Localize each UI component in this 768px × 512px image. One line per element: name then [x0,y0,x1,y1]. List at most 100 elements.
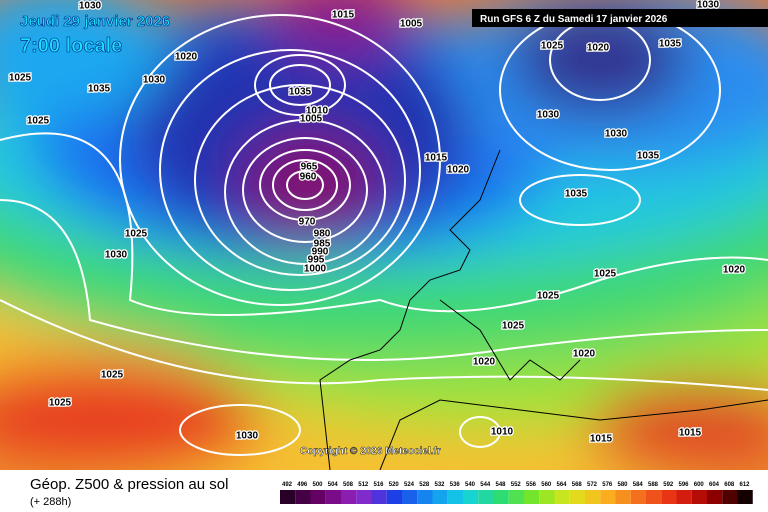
legend-swatch [569,490,585,504]
isobar-label: 1015 [332,10,355,21]
isobar-label: 1005 [300,114,323,125]
legend-tick: 560 [541,482,552,488]
isobars [0,9,768,456]
isobar-label: 1035 [637,151,660,162]
legend-tick: 588 [648,482,659,488]
legend-swatch [539,490,555,504]
valid-date: Jeudi 29 janvier 2026 [20,13,170,30]
isobar-label: 1025 [594,269,617,280]
legend-swatch [737,490,753,504]
isobar-label: 960 [300,172,317,183]
legend-tick: 572 [587,482,598,488]
legend-tick: 596 [678,482,689,488]
legend-tick: 516 [373,482,384,488]
legend-swatch [463,490,479,504]
legend-tick: 524 [404,482,415,488]
isobar-label: 1010 [491,427,514,438]
local-time: 7:00 locale [20,35,122,57]
isobar-label: 1025 [49,398,72,409]
legend-tick: 536 [450,482,461,488]
isobar-labels: 1030 1015 1005 1020 1030 1035 1025 1025 1035 1010… [8,0,747,446]
legend-tick: 492 [282,482,293,488]
isobar-label: 1000 [304,264,327,275]
legend-tick: 564 [556,482,567,488]
isobar-label: 1025 [101,370,124,381]
legend-swatch [615,490,631,504]
isobar-label: 1035 [88,84,111,95]
legend-tick: 600 [694,482,705,488]
footer-title: Géop. Z500 & pression au sol [30,476,228,493]
isobar-label: 980 [314,229,331,240]
isobar-label: 970 [299,217,316,228]
run-banner [472,9,768,27]
legend-tick: 576 [602,482,613,488]
isobar-label: 1030 [79,1,102,12]
legend-swatch [707,490,723,504]
legend-swatch [722,490,738,504]
legend-tick: 500 [312,482,323,488]
legend-swatch [295,490,311,504]
legend-swatch [325,490,341,504]
isobar-label: 1035 [659,39,682,50]
isobar-label: 1025 [125,229,148,240]
isobar-label: 1020 [573,349,596,360]
isobar-label: 1035 [565,189,588,200]
legend-tick: 532 [434,482,445,488]
isobar-label: 1025 [27,116,50,127]
copyright: Copyright © 2026 Meteociel.fr [300,446,441,457]
legend-swatch [676,490,692,504]
isobar-label: 1035 [289,87,312,98]
legend-swatch [646,490,662,504]
isobar-label: 1015 [590,434,613,445]
legend-tick: 544 [480,482,491,488]
isobar-label: 985 [314,239,331,250]
legend-tick: 540 [465,482,476,488]
isobar-label: 1020 [473,357,496,368]
legend-swatch [402,490,418,504]
legend-swatch [386,490,402,504]
legend-tick: 520 [389,482,400,488]
legend-swatch [493,490,509,504]
legend-swatch [417,490,433,504]
legend-swatch [554,490,570,504]
legend-tick: 556 [526,482,537,488]
legend-tick: 584 [633,482,644,488]
legend-swatch [600,490,616,504]
legend-tick: 512 [358,482,369,488]
legend-tick: 612 [739,482,750,488]
isobar-label: 1030 [236,431,259,442]
legend-swatch [356,490,372,504]
isobar-label: 1020 [175,52,198,63]
legend-swatch [478,490,494,504]
legend-swatch [691,490,707,504]
isobar-label: 1030 [537,110,560,121]
isobar-label: 1020 [447,165,470,176]
legend-tick: 528 [419,482,430,488]
legend-swatch [310,490,326,504]
isobar-label: 1015 [679,428,702,439]
legend-swatch [280,490,296,504]
legend-swatch [630,490,646,504]
legend-swatch [341,490,357,504]
isobar-label: 1030 [105,250,128,261]
isobar-label: 1025 [541,41,564,52]
isobar-label: 1015 [425,153,448,164]
legend-tick: 552 [511,482,522,488]
isobar-label: 1030 [605,129,628,140]
legend-swatch [432,490,448,504]
isobar-label: 1020 [723,265,746,276]
legend-tick: 592 [663,482,674,488]
isobar-label: 990 [312,247,329,258]
isobar-label: 1025 [537,291,560,302]
legend-tick: 508 [343,482,354,488]
legend-tick: 548 [495,482,506,488]
legend-swatch [524,490,540,504]
legend-tick: 504 [328,482,339,488]
footer-lead: (+ 288h) [30,496,71,508]
isobar-label: 1030 [697,0,720,11]
legend-swatch [585,490,601,504]
run-info: Run GFS 6 Z du Samedi 17 janvier 2026 [480,14,668,25]
legend-swatch [371,490,387,504]
